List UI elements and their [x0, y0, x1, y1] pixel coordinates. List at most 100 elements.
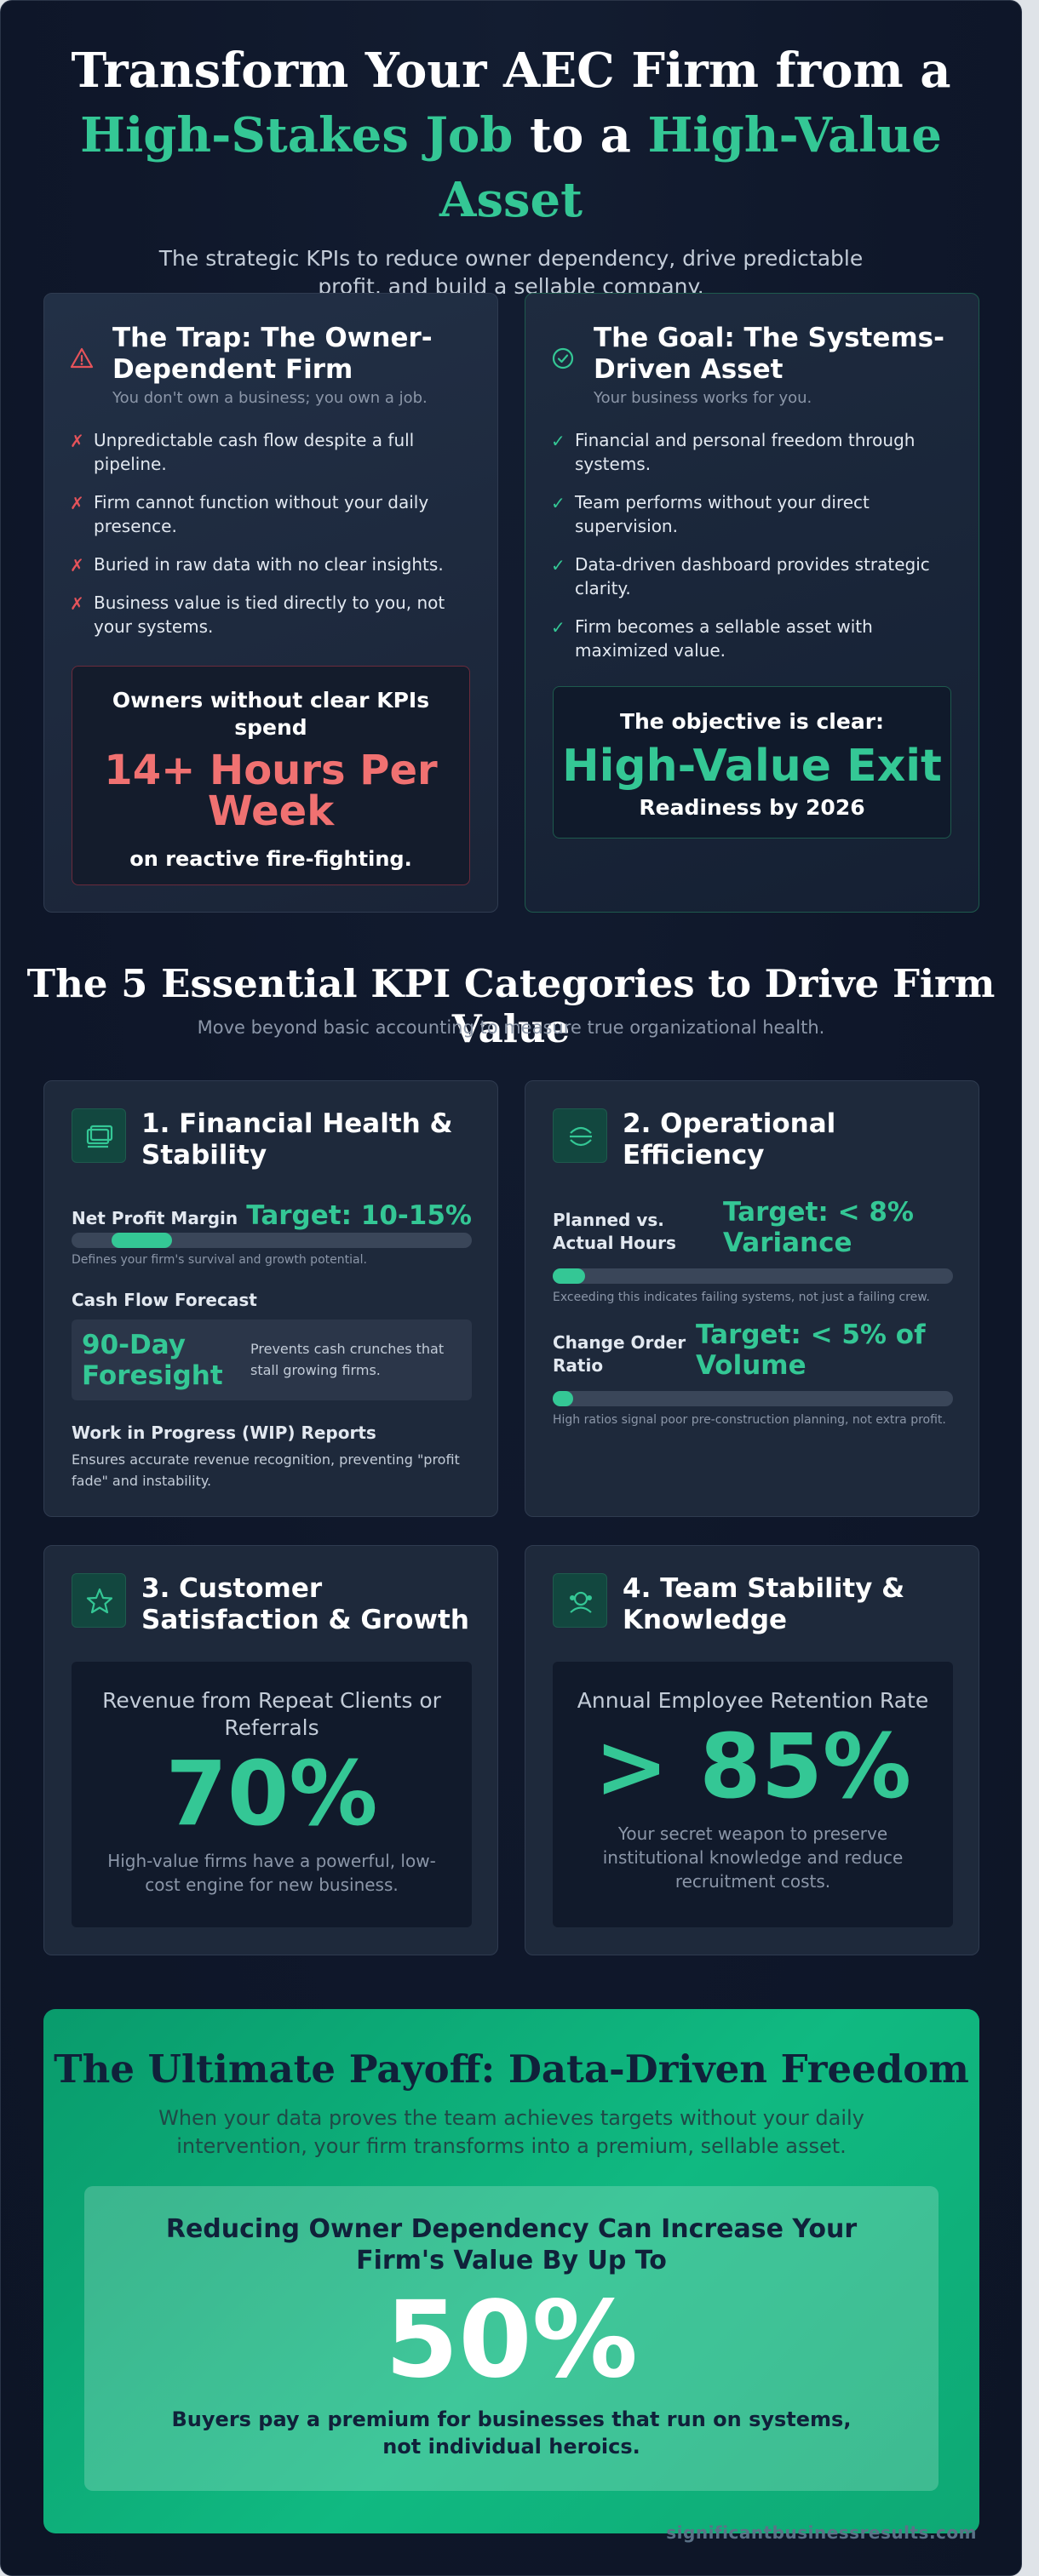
trap-subtitle: You don't own a business; you own a job. — [112, 389, 428, 407]
kpi-card-header: 3. Customer Satisfaction & Growth — [72, 1573, 472, 1636]
metric-planned-hours: Planned vs. Actual Hours Target: < 8% Va… — [553, 1197, 953, 1304]
list-item-text: Financial and personal freedom through s… — [575, 430, 916, 474]
metric-change-order: Change Order Ratio Target: < 5% of Volum… — [553, 1319, 953, 1427]
payoff-title: The Ultimate Payoff: Data-Driven Freedom — [54, 2046, 969, 2092]
header: Transform Your AEC Firm from a High-Stak… — [1, 38, 1021, 301]
progress-bar-fill — [553, 1268, 585, 1284]
check-icon: ✓ — [551, 617, 565, 638]
check-icon: ✓ — [551, 555, 565, 575]
goal-callout-line3: Readiness by 2026 — [639, 795, 865, 820]
metric-target: Target: 10-15% — [246, 1200, 472, 1231]
kpi-section-subtitle: Move beyond basic accounting to measure … — [197, 1017, 825, 1038]
kpi-card-customer: 3. Customer Satisfaction & Growth Revenu… — [43, 1545, 498, 1955]
stat-note: Your secret weapon to preserve instituti… — [602, 1823, 904, 1892]
progress-bar — [553, 1391, 953, 1406]
kpi-title: 4. Team Stability & Knowledge — [623, 1573, 905, 1635]
trap-title: The Trap: The Owner-Dependent Firm — [112, 323, 433, 385]
payoff-callout: Reducing Owner Dependency Can Increase Y… — [84, 2186, 939, 2491]
kpi-card-financial: 1. Financial Health & Stability Net Prof… — [43, 1080, 498, 1517]
cash-flow-desc: Prevents cash crunches that stall growin… — [250, 1341, 445, 1378]
payoff-subtitle: When your data proves the team achieves … — [158, 2106, 864, 2158]
metric-net-profit: Net Profit Margin Target: 10-15% Defines… — [72, 1200, 472, 1267]
trap-callout-line1: Owners without clear KPIs spend — [112, 688, 430, 740]
stat-value: 70% — [165, 1742, 378, 1846]
stat-label: Annual Employee Retention Rate — [577, 1688, 929, 1713]
kpi-card-team: 4. Team Stability & Knowledge Annual Emp… — [525, 1545, 979, 1955]
payoff-callout-stat: 50% — [385, 2279, 638, 2401]
page-title: Transform Your AEC Firm from a High-Stak… — [43, 38, 979, 232]
payoff-callout-line1: Reducing Owner Dependency Can Increase Y… — [165, 2214, 858, 2275]
star-icon — [72, 1573, 126, 1628]
trap-callout: Owners without clear KPIs spend 14+ Hour… — [72, 666, 470, 885]
list-item-text: Buried in raw data with no clear insight… — [94, 554, 444, 575]
list-item-text: Unpredictable cash flow despite a full p… — [94, 430, 415, 474]
list-item-text: Firm cannot function without your daily … — [94, 492, 429, 536]
goal-card: The Goal: The Systems-Driven Asset Your … — [525, 293, 979, 913]
kpi-card-header: 2. Operational Efficiency — [553, 1108, 953, 1171]
metric-note: High ratios signal poor pre-construction… — [553, 1413, 946, 1427]
goal-card-header: The Goal: The Systems-Driven Asset Your … — [551, 323, 960, 407]
list-item: ✗ Unpredictable cash flow despite a full … — [70, 428, 470, 476]
goal-title: The Goal: The Systems-Driven Asset — [594, 323, 944, 385]
money-stack-icon — [72, 1108, 126, 1163]
goal-subtitle: Your business works for you. — [594, 389, 812, 407]
title-part-2: to a — [513, 107, 648, 163]
stat-value: > 85% — [594, 1714, 912, 1818]
list-item-text: Team performs without your direct superv… — [575, 492, 870, 536]
check-icon: ✓ — [551, 431, 565, 451]
list-item-text: Data-driven dashboard provides strategic… — [575, 554, 930, 598]
goal-list: ✓ Financial and personal freedom through … — [551, 428, 951, 677]
list-item-text: Business value is tied directly to you, … — [94, 592, 445, 637]
trap-callout-line3: on reactive fire-fighting. — [129, 847, 412, 871]
title-highlight-2: High-Value Asset — [439, 107, 942, 228]
metric-target: Target: < 5% of Volume — [696, 1319, 926, 1381]
title-highlight-1: High-Stakes Job — [80, 107, 514, 163]
payoff-section: The Ultimate Payoff: Data-Driven Freedom… — [43, 2009, 979, 2533]
list-item: ✓ Data-driven dashboard provides strategi… — [551, 552, 951, 600]
progress-bar-fill — [553, 1391, 573, 1406]
trap-card: The Trap: The Owner-Dependent Firm You d… — [43, 293, 498, 913]
list-item: ✗ Business value is tied directly to you,… — [70, 591, 470, 638]
metric-label: Net Profit Margin — [72, 1208, 238, 1228]
list-item: ✗ Firm cannot function without your daily… — [70, 490, 470, 538]
check-icon: ✓ — [551, 493, 565, 513]
kpi-stat-box: Revenue from Repeat Clients or Referrals… — [72, 1662, 472, 1927]
goal-callout-stat: High-Value Exit — [562, 741, 942, 792]
kpi-title: 3. Customer Satisfaction & Growth — [141, 1573, 469, 1635]
team-icon — [553, 1573, 607, 1628]
list-item: ✓ Team performs without your direct super… — [551, 490, 951, 538]
kpi-card-header: 4. Team Stability & Knowledge — [553, 1573, 953, 1636]
kpi-card-operational: 2. Operational Efficiency Planned vs. Ac… — [525, 1080, 979, 1517]
progress-bar — [72, 1233, 472, 1248]
footer-url: significantbusinessresults.com — [666, 2522, 977, 2543]
metric-label: Cash Flow Forecast — [72, 1290, 257, 1310]
warning-triangle-icon — [70, 346, 94, 370]
trap-card-header: The Trap: The Owner-Dependent Firm You d… — [70, 323, 479, 407]
metric-note: Defines your firm's survival and growth … — [72, 1253, 367, 1267]
kpi-title: 1. Financial Health & Stability — [141, 1108, 453, 1171]
list-item: ✗ Buried in raw data with no clear insigh… — [70, 552, 470, 576]
operations-icon — [553, 1108, 607, 1163]
payoff-callout-line3: Buyers pay a premium for businesses that… — [171, 2407, 852, 2459]
check-circle-icon — [551, 346, 575, 370]
list-item-text: Firm becomes a sellable asset with maxim… — [575, 616, 873, 661]
cross-icon: ✗ — [70, 555, 84, 575]
stat-label: Revenue from Repeat Clients or Referrals — [102, 1688, 441, 1740]
metric-label: Work in Progress (WIP) Reports — [72, 1423, 376, 1443]
metric-note: Exceeding this indicates failing systems… — [553, 1291, 930, 1304]
cash-flow-stat: 90-Day Foresight — [82, 1330, 223, 1391]
goal-callout-line1: The objective is clear: — [619, 709, 885, 734]
wip-desc: Ensures accurate revenue recognition, pr… — [72, 1451, 460, 1489]
cash-flow-box: 90-Day Foresight Prevents cash crunches … — [72, 1319, 472, 1400]
kpi-stat-box: Annual Employee Retention Rate > 85% You… — [553, 1662, 953, 1927]
kpi-section-title: The 5 Essential KPI Categories to Drive … — [26, 961, 996, 1051]
cross-icon: ✗ — [70, 431, 84, 451]
progress-bar-fill — [112, 1233, 172, 1248]
progress-bar — [553, 1268, 953, 1284]
list-item: ✓ Financial and personal freedom through … — [551, 428, 951, 476]
kpi-title: 2. Operational Efficiency — [623, 1108, 836, 1171]
metric-target: Target: < 8% Variance — [723, 1197, 914, 1258]
cross-icon: ✗ — [70, 593, 84, 614]
goal-callout: The objective is clear: High-Value Exit … — [553, 686, 951, 839]
